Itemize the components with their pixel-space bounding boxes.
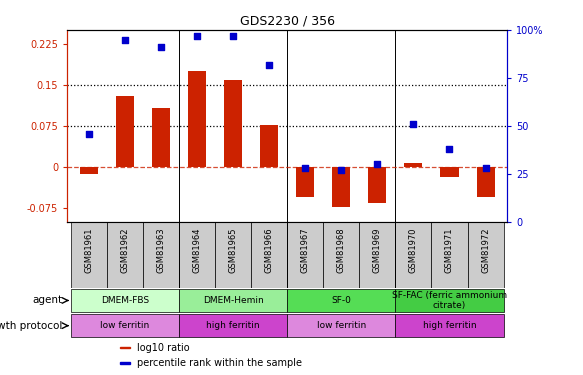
Bar xyxy=(215,222,251,288)
Bar xyxy=(120,362,131,364)
Bar xyxy=(71,289,179,312)
Bar xyxy=(395,289,504,312)
Bar xyxy=(476,167,494,197)
Text: GSM81961: GSM81961 xyxy=(84,227,93,273)
Bar xyxy=(188,71,206,167)
Point xyxy=(120,37,129,43)
Text: agent: agent xyxy=(33,296,62,306)
Text: SF-0: SF-0 xyxy=(331,296,351,305)
Text: GSM81968: GSM81968 xyxy=(337,227,346,273)
Bar xyxy=(179,314,287,337)
Bar xyxy=(120,347,131,348)
Point xyxy=(300,165,310,171)
Point xyxy=(265,62,274,68)
Bar xyxy=(80,167,98,174)
Bar xyxy=(107,222,143,288)
Bar xyxy=(468,222,504,288)
Bar xyxy=(431,222,468,288)
Point xyxy=(192,33,202,39)
Bar xyxy=(296,167,314,197)
Text: GSM81971: GSM81971 xyxy=(445,227,454,273)
Text: GSM81963: GSM81963 xyxy=(156,227,166,273)
Bar xyxy=(71,314,179,337)
Bar xyxy=(143,222,179,288)
Text: GSM81962: GSM81962 xyxy=(120,227,129,273)
Text: GSM81966: GSM81966 xyxy=(265,227,273,273)
Point xyxy=(229,33,238,39)
Title: GDS2230 / 356: GDS2230 / 356 xyxy=(240,15,335,27)
Bar xyxy=(71,222,107,288)
Text: GSM81964: GSM81964 xyxy=(192,227,202,273)
Bar xyxy=(332,167,350,207)
Point xyxy=(445,146,454,152)
Bar xyxy=(368,167,387,203)
Text: DMEM-FBS: DMEM-FBS xyxy=(101,296,149,305)
Bar xyxy=(441,167,458,177)
Text: GSM81967: GSM81967 xyxy=(301,227,310,273)
Text: GSM81965: GSM81965 xyxy=(229,227,237,273)
Text: low ferritin: low ferritin xyxy=(100,321,149,330)
Text: DMEM-Hemin: DMEM-Hemin xyxy=(203,296,264,305)
Bar xyxy=(395,314,504,337)
Bar xyxy=(323,222,359,288)
Text: log10 ratio: log10 ratio xyxy=(137,342,189,352)
Text: GSM81972: GSM81972 xyxy=(481,227,490,273)
Bar xyxy=(179,289,287,312)
Text: GSM81969: GSM81969 xyxy=(373,227,382,273)
Point xyxy=(156,44,166,50)
Text: GSM81970: GSM81970 xyxy=(409,227,418,273)
Text: low ferritin: low ferritin xyxy=(317,321,366,330)
Bar xyxy=(116,96,134,167)
Bar xyxy=(287,222,323,288)
Bar xyxy=(260,125,278,167)
Bar xyxy=(251,222,287,288)
Text: SF-FAC (ferric ammonium
citrate): SF-FAC (ferric ammonium citrate) xyxy=(392,291,507,310)
Bar xyxy=(152,108,170,167)
Point xyxy=(373,161,382,167)
Text: high ferritin: high ferritin xyxy=(206,321,260,330)
Bar xyxy=(179,222,215,288)
Text: high ferritin: high ferritin xyxy=(423,321,476,330)
Bar xyxy=(287,314,395,337)
Bar xyxy=(395,222,431,288)
Bar xyxy=(405,163,423,167)
Point xyxy=(409,121,418,127)
Text: growth protocol: growth protocol xyxy=(0,321,62,331)
Bar xyxy=(287,289,395,312)
Bar xyxy=(359,222,395,288)
Bar xyxy=(224,81,242,167)
Text: percentile rank within the sample: percentile rank within the sample xyxy=(137,358,302,368)
Point xyxy=(84,130,93,136)
Point xyxy=(336,167,346,173)
Point xyxy=(481,165,490,171)
